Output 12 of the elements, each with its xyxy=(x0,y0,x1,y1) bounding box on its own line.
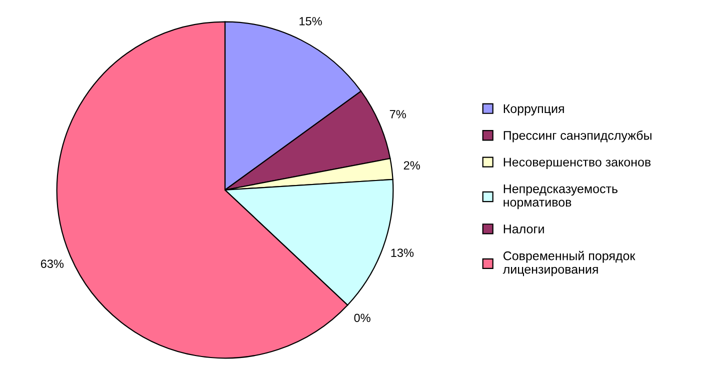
text: 0% xyxy=(354,314,370,322)
data-label: 13% xyxy=(391,248,414,257)
legend-label: Непредсказуемость нормативов xyxy=(504,184,618,210)
data-label: 15% xyxy=(300,17,322,26)
data-label: 63% xyxy=(40,260,64,268)
data-label: 7% xyxy=(390,110,406,118)
legend-label: Коррупция xyxy=(504,104,564,116)
legend-label: Прессинг санэпидслужбы xyxy=(504,130,652,142)
legend-label: Несовершенство законов xyxy=(504,158,651,170)
data-label: 2% xyxy=(404,161,420,170)
legend-label: Налоги xyxy=(504,224,544,234)
legend-label: Современный порядок лицензирования xyxy=(502,250,636,276)
